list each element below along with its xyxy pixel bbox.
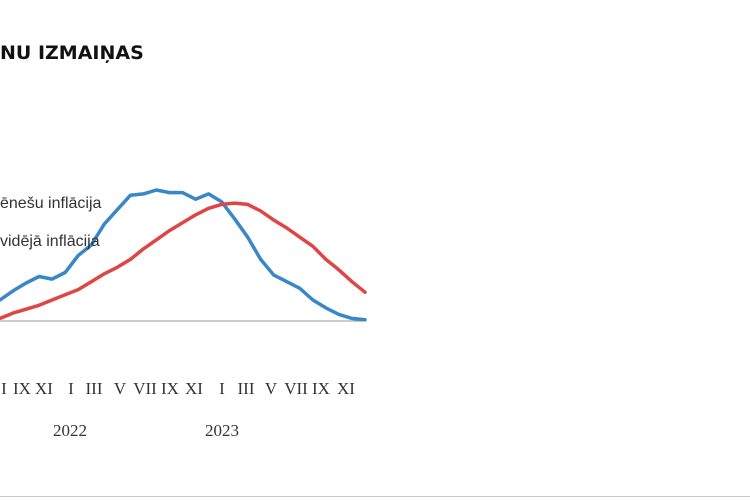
x-tick-label: III xyxy=(86,379,103,398)
year-labels: 2022 2023 xyxy=(53,421,239,440)
x-tick-label: V xyxy=(114,379,127,398)
series-line-monthly xyxy=(0,188,367,322)
x-tick-label: IX xyxy=(161,379,179,398)
legend-label-average: vidējā inflācija xyxy=(0,233,100,250)
year-label: 2023 xyxy=(205,421,239,440)
x-tick-label: III xyxy=(238,379,255,398)
x-tick-labels: I IX XI I III V VII IX XI I III V VII IX XI xyxy=(1,379,355,398)
x-tick-label: VII xyxy=(133,379,157,398)
legend-label-monthly: ēnešu inflācija xyxy=(0,195,102,212)
series-layer xyxy=(0,188,367,322)
x-tick-label: I xyxy=(1,379,7,398)
x-tick-label: XI xyxy=(35,379,53,398)
x-tick-label: I xyxy=(68,379,74,398)
x-tick-label: IX xyxy=(312,379,330,398)
x-tick-label: I xyxy=(219,379,225,398)
x-tick-label: IX xyxy=(13,379,31,398)
series-line-average xyxy=(0,201,367,321)
chart-title: NU IZMAIŅAS xyxy=(0,42,144,64)
x-tick-label: VII xyxy=(284,379,308,398)
x-tick-label: XI xyxy=(337,379,355,398)
year-label: 2022 xyxy=(53,421,87,440)
x-tick-label: XI xyxy=(185,379,203,398)
bottom-border xyxy=(0,496,750,497)
x-tick-label: V xyxy=(265,379,278,398)
